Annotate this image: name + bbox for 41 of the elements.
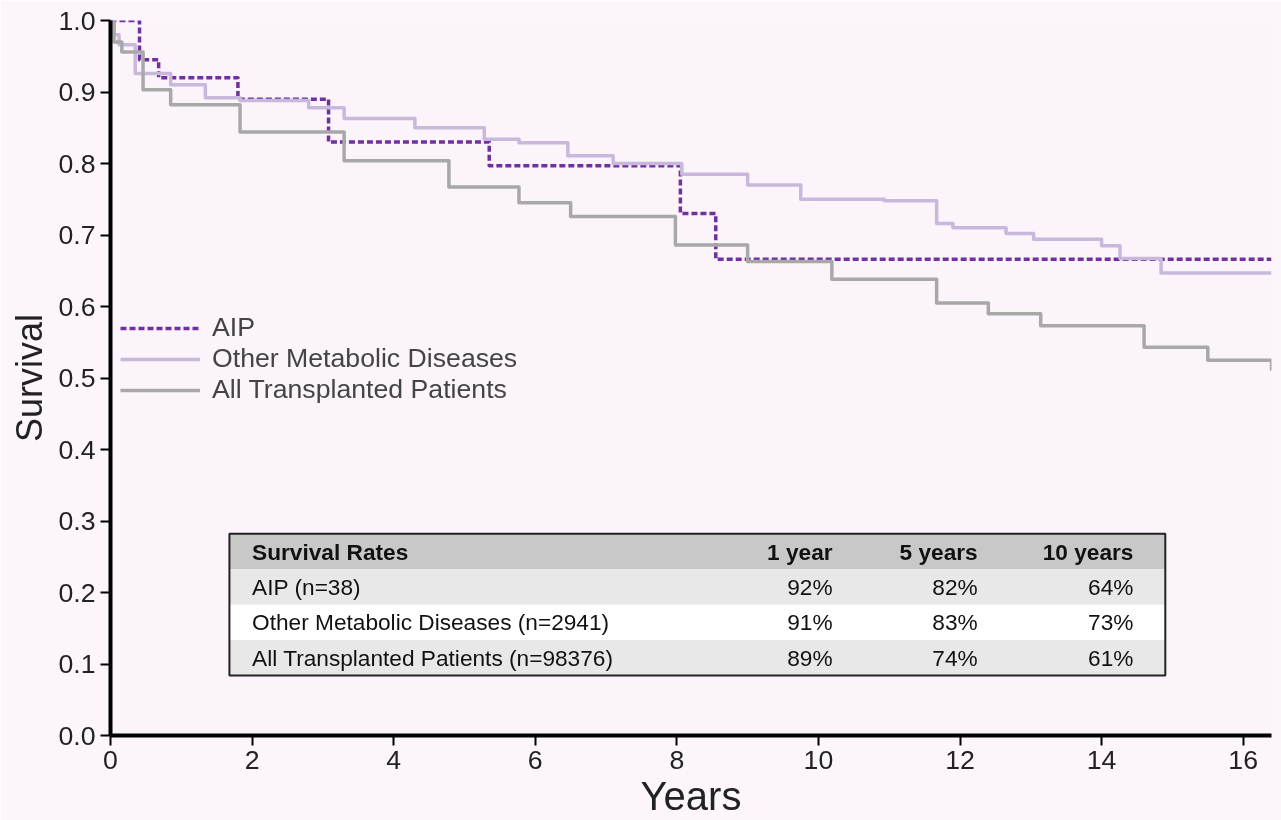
y-tick-label: 0.1 [58, 649, 96, 679]
y-tick-label: 0.5 [58, 363, 96, 393]
x-tick-label: 10 [803, 744, 834, 775]
y-tick-label: 0.3 [58, 506, 96, 536]
y-tick-label: 1.0 [58, 5, 96, 36]
annotation: 64% [1088, 573, 1134, 600]
x-tick-label: 12 [945, 744, 975, 775]
y-tick-label: 0.9 [58, 77, 96, 107]
x-tick-label: 0 [103, 744, 118, 775]
y-tick-label: 0.4 [58, 434, 96, 465]
x-tick-label: 8 [669, 744, 685, 775]
y-tick-label: 0.6 [58, 291, 96, 322]
x-tick-label: 14 [1086, 744, 1117, 775]
legend-label: All Transplanted Patients [212, 374, 507, 405]
x-tick-label: 2 [244, 744, 260, 775]
annotation: 73% [1088, 609, 1134, 636]
x-tick-label: 4 [386, 744, 402, 775]
y-tick-label: 0.2 [58, 577, 96, 608]
annotation: 1 year [767, 538, 833, 565]
annotation: 91% [787, 609, 833, 636]
x-tick-label: 16 [1228, 744, 1259, 775]
y-tick-label: 0.0 [58, 720, 96, 751]
x-tick-label: 6 [527, 744, 543, 775]
legend-label: AIP [212, 312, 255, 343]
annotation: Other Metabolic Diseases (n=2941) [252, 609, 610, 636]
legend-label: Other Metabolic Diseases [212, 343, 518, 374]
y-tick-label: 0.7 [58, 220, 96, 250]
annotation: 74% [932, 644, 978, 671]
annotation: 89% [787, 644, 833, 671]
annotation: 5 years [899, 538, 978, 565]
y-tick-label: 0.8 [58, 148, 96, 179]
annotation: All Transplanted Patients (n=98376) [252, 644, 613, 671]
annotation: 61% [1088, 644, 1134, 671]
y-axis-title: Survival [9, 313, 51, 443]
annotation: 83% [932, 609, 978, 636]
x-axis-title: Years [640, 773, 742, 818]
annotation: AIP (n=38) [252, 573, 361, 600]
annotation: 92% [787, 573, 833, 600]
annotation: Survival Rates [252, 538, 409, 565]
annotation: 82% [932, 573, 978, 600]
annotation: 10 years [1042, 538, 1134, 565]
